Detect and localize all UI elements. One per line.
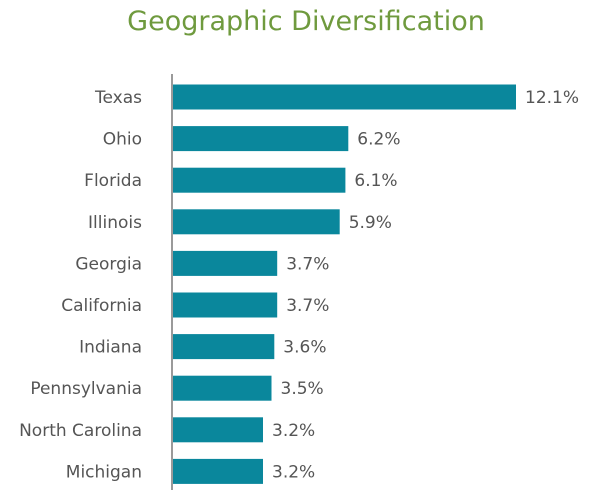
value-label-indiana: 3.6%: [283, 338, 326, 358]
bar-illinois: [172, 209, 340, 235]
bar-michigan: [172, 458, 263, 484]
bar-florida: [172, 167, 346, 193]
value-label-ohio: 6.2%: [357, 130, 400, 150]
value-label-north-carolina: 3.2%: [272, 421, 315, 441]
bar-north-carolina: [172, 417, 263, 443]
bar-california: [172, 292, 278, 318]
value-label-illinois: 5.9%: [349, 213, 392, 233]
category-label-illinois: Illinois: [88, 213, 142, 233]
bar-georgia: [172, 250, 278, 276]
bar-indiana: [172, 334, 275, 360]
category-label-north-carolina: North Carolina: [19, 421, 142, 441]
bar-pennsylvania: [172, 375, 272, 401]
bar-ohio: [172, 126, 349, 152]
category-label-california: California: [61, 296, 142, 316]
bars-group: [172, 84, 516, 484]
value-label-michigan: 3.2%: [272, 462, 315, 482]
value-label-texas: 12.1%: [525, 88, 579, 108]
bar-texas: [172, 84, 516, 110]
category-label-michigan: Michigan: [66, 462, 142, 482]
category-label-indiana: Indiana: [79, 338, 142, 358]
category-label-pennsylvania: Pennsylvania: [30, 379, 142, 399]
value-labels-group: 12.1% 6.2% 6.1% 5.9% 3.7% 3.7% 3.6% 3.5% 3.2% 3.2…: [272, 88, 579, 482]
category-label-texas: Texas: [94, 88, 142, 108]
value-label-georgia: 3.7%: [286, 254, 329, 274]
category-labels-group: Texas Ohio Florida Illinois Georgia Californi…: [19, 88, 142, 482]
category-label-florida: Florida: [84, 171, 142, 191]
chart-title: Geographic Diversification: [127, 6, 485, 37]
value-label-pennsylvania: 3.5%: [281, 379, 324, 399]
value-label-california: 3.7%: [286, 296, 329, 316]
value-label-florida: 6.1%: [354, 171, 397, 191]
category-label-georgia: Georgia: [75, 254, 142, 274]
category-label-ohio: Ohio: [103, 130, 142, 150]
